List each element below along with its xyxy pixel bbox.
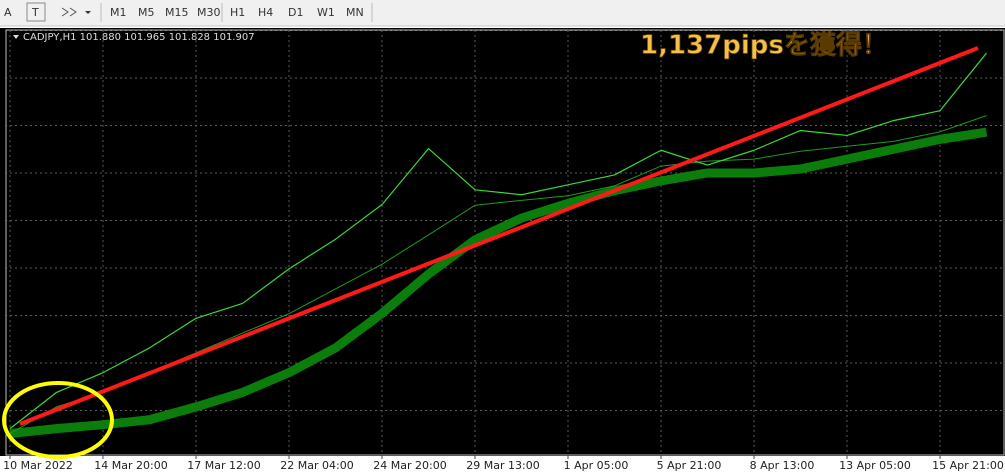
x-tick-label: 22 Mar 04:00 (280, 459, 353, 472)
toolbar-button[interactable]: T (31, 6, 39, 19)
toolbar-button[interactable]: H1 (230, 6, 245, 19)
x-tick-label: 8 Apr 13:00 (750, 459, 815, 472)
toolbar-button[interactable]: M30 (197, 6, 221, 19)
trend-line (19, 46, 979, 426)
menu-arrow (13, 35, 19, 39)
x-tick-label: 15 Apr 21:00 (932, 459, 1004, 472)
toolbar-button[interactable]: MN (346, 6, 364, 19)
x-tick-label: 5 Apr 21:00 (657, 459, 722, 472)
arrows-icon (61, 7, 77, 17)
x-tick-label: 1 Apr 05:00 (564, 459, 629, 472)
highlight-circle (2, 381, 114, 459)
toolbar-button[interactable]: H4 (258, 6, 273, 19)
series-line (9, 127, 988, 439)
text-tool-box (26, 2, 46, 22)
toolbar-button[interactable]: D1 (288, 6, 303, 19)
grid (6, 30, 1005, 455)
x-tick-label: 17 Mar 12:00 (187, 459, 260, 472)
x-tick-label: 29 Mar 13:00 (466, 459, 539, 472)
toolbar-button[interactable]: M5 (138, 6, 155, 19)
toolbar-button[interactable]: A (4, 6, 12, 19)
toolbar-button[interactable]: M1 (110, 6, 127, 19)
series-line (9, 52, 987, 430)
x-tick-label: 24 Mar 20:00 (373, 459, 446, 472)
annotation: 1,137pipsを獲得！ (640, 31, 888, 61)
x-tick-label: 10 Mar 2022 (3, 459, 73, 472)
x-tick-label: 13 Apr 05:00 (839, 459, 911, 472)
toolbar-button[interactable]: W1 (317, 6, 335, 19)
toolbar (0, 0, 1005, 26)
plot-frame (5, 29, 1005, 456)
x-tick-label: 14 Mar 20:00 (94, 459, 167, 472)
toolbar-button[interactable]: M15 (165, 6, 189, 19)
dropdown (85, 11, 91, 14)
symbol-header: CADJPY,H1 101.880 101.965 101.828 101.90… (23, 32, 255, 43)
